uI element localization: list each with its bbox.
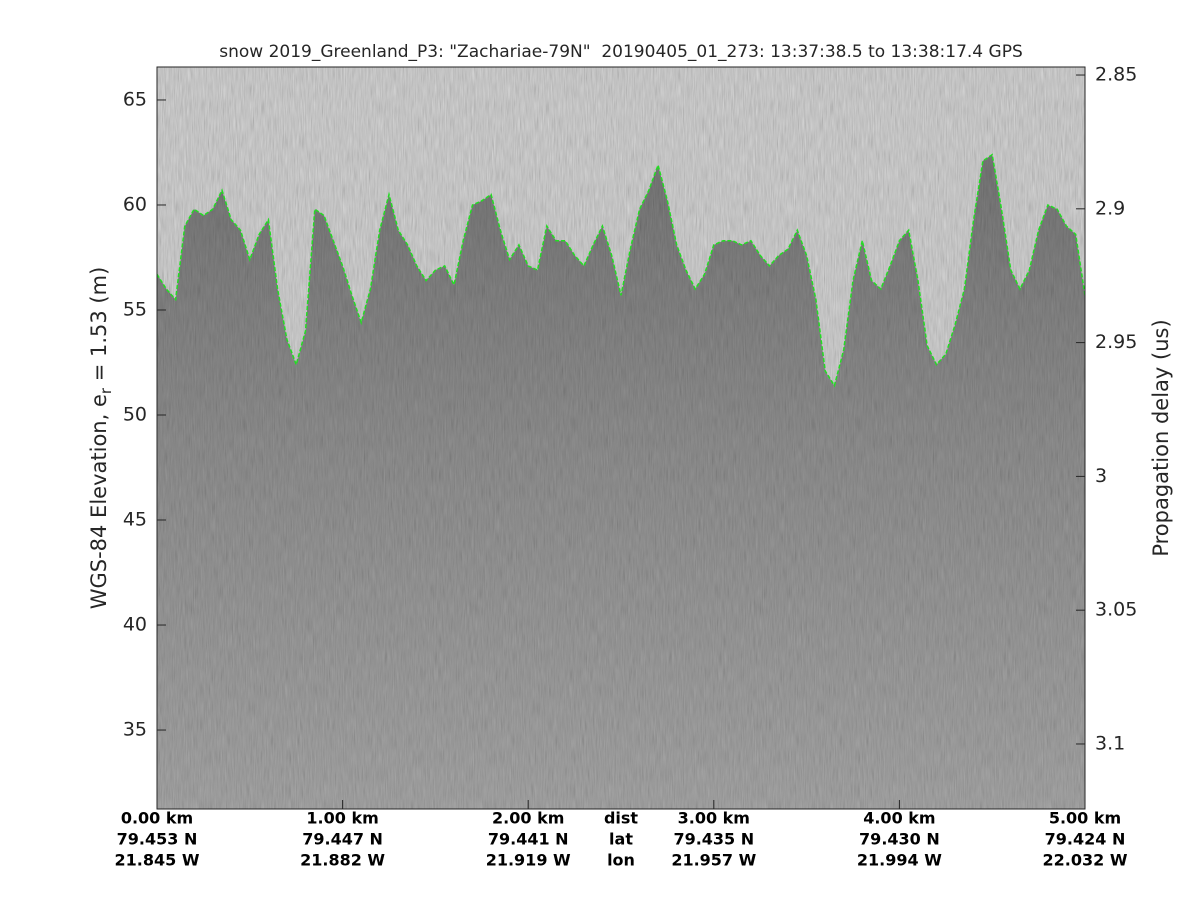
lon-label: 21.919 W — [486, 851, 571, 870]
lon-label: 21.845 W — [115, 851, 200, 870]
lon-label: 22.032 W — [1043, 851, 1128, 870]
y2-axis-label: Propagation delay (us) — [1149, 319, 1173, 556]
y-tick-label: 65 — [123, 88, 147, 110]
lat-label: 79.430 N — [859, 830, 940, 849]
y-label-suffix: = 1.53 (m) — [87, 267, 111, 388]
y-tick-label: 60 — [123, 193, 147, 215]
x-tick-label: 3.00 km — [678, 809, 750, 828]
row-label: lon — [607, 851, 635, 870]
x-tick-label: 2.00 km — [492, 809, 564, 828]
lat-label: 79.453 N — [117, 830, 198, 849]
plot-area — [157, 67, 1085, 809]
x-tick-label: 5.00 km — [1049, 809, 1121, 828]
y-tick-label: 55 — [123, 298, 147, 320]
y-tick-label: 50 — [123, 404, 147, 426]
y2-tick-label: 3 — [1095, 465, 1107, 487]
y-axis-label: WGS-84 Elevation, er = 1.53 (m) — [87, 267, 115, 610]
y2-tick-label: 2.95 — [1095, 331, 1137, 353]
lat-label: 79.441 N — [488, 830, 569, 849]
x-tick-label: 0.00 km — [121, 809, 193, 828]
y-tick-label: 45 — [123, 509, 147, 531]
y2-tick-label: 2.9 — [1095, 197, 1125, 219]
surface-line — [157, 153, 1085, 388]
lat-label: 79.424 N — [1045, 830, 1126, 849]
y-tick-label: 35 — [123, 719, 147, 741]
y2-tick-label: 3.05 — [1095, 599, 1137, 621]
radar-texture — [157, 67, 1085, 809]
lat-label: 79.447 N — [302, 830, 383, 849]
x-tick-label: 4.00 km — [863, 809, 935, 828]
lat-label: 79.435 N — [673, 830, 754, 849]
y2-tick-label: 2.85 — [1095, 64, 1137, 86]
y-label-text: WGS-84 Elevation, e — [87, 394, 111, 609]
row-label: dist — [604, 809, 638, 828]
y-tick-label: 40 — [123, 614, 147, 636]
lon-label: 21.994 W — [857, 851, 942, 870]
y2-tick-label: 3.1 — [1095, 732, 1125, 754]
x-tick-label: 1.00 km — [306, 809, 378, 828]
lon-label: 21.957 W — [671, 851, 756, 870]
axes-frame — [156, 66, 1086, 810]
y-label-subscript: r — [97, 387, 115, 394]
chart-title: snow 2019_Greenland_P3: "Zachariae-79N" … — [219, 42, 1022, 62]
lon-label: 21.882 W — [300, 851, 385, 870]
row-label: lat — [609, 830, 633, 849]
